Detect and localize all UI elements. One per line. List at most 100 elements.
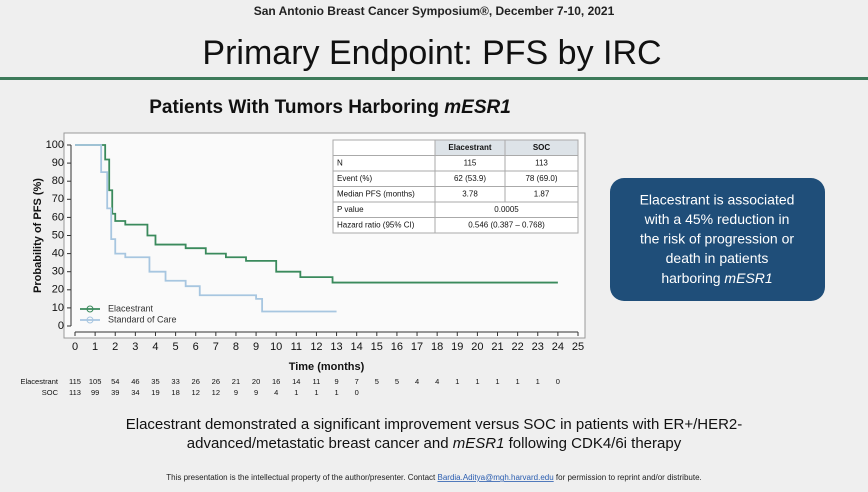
x-tick-label: 24 <box>552 341 564 353</box>
x-tick-label: 23 <box>532 341 544 353</box>
callout-gene: mESR1 <box>724 270 772 286</box>
at-risk-count: 1 <box>495 377 499 386</box>
km-curve <box>75 144 558 284</box>
at-risk-label: SOC <box>42 388 59 397</box>
at-risk-label: Elacestrant <box>20 377 58 386</box>
conclusion-line: advanced/metastatic breast cancer and mE… <box>187 435 682 452</box>
at-risk-count: 4 <box>274 388 278 397</box>
legend-label: Elacestrant <box>108 303 154 313</box>
x-tick-label: 3 <box>132 341 138 353</box>
at-risk-count: 12 <box>192 388 200 397</box>
x-tick-label: 17 <box>411 341 423 353</box>
y-tick-label: 60 <box>52 211 64 223</box>
at-risk-count: 26 <box>212 377 220 386</box>
slide-title: Primary Endpoint: PFS by IRC <box>202 34 661 72</box>
at-risk-count: 54 <box>111 377 119 386</box>
y-tick-label: 80 <box>52 175 64 187</box>
at-risk-count: 34 <box>131 388 139 397</box>
x-tick-label: 2 <box>112 341 118 353</box>
at-risk-count: 19 <box>151 388 159 397</box>
footer-text: for permission to reprint and/or distrib… <box>554 473 702 482</box>
footer-text: This presentation is the intellectual pr… <box>166 473 437 482</box>
y-tick-label: 10 <box>52 302 64 314</box>
x-axis-label: Time (months) <box>289 361 365 373</box>
callout-line: Elacestrant is associated <box>640 192 795 208</box>
at-risk-count: 7 <box>355 377 359 386</box>
inset-cell: 113 <box>535 158 548 167</box>
y-tick-label: 50 <box>52 229 64 241</box>
inset-cell: 115 <box>464 158 477 167</box>
x-tick-label: 25 <box>572 341 584 353</box>
at-risk-count: 115 <box>69 377 81 386</box>
at-risk-count: 99 <box>91 388 99 397</box>
conclusion-text: advanced/metastatic breast cancer and <box>187 435 453 452</box>
at-risk-count: 35 <box>151 377 159 386</box>
at-risk-count: 39 <box>111 388 119 397</box>
x-tick-label: 20 <box>471 341 483 353</box>
inset-cell: Median PFS (months) <box>337 189 415 198</box>
at-risk-count: 1 <box>475 377 479 386</box>
at-risk-count: 9 <box>234 388 238 397</box>
inset-cell: 62 (53.9) <box>454 174 486 183</box>
x-tick-label: 18 <box>431 341 443 353</box>
inset-cell: Hazard ratio (95% CI) <box>337 220 415 229</box>
inset-header: SOC <box>533 143 551 152</box>
title-rule <box>0 77 868 80</box>
x-tick-label: 22 <box>512 341 524 353</box>
at-risk-count: 20 <box>252 377 260 386</box>
at-risk-count: 18 <box>171 388 179 397</box>
callout-line: with a 45% reduction in <box>644 211 790 227</box>
inset-cell: 3.78 <box>462 189 478 198</box>
at-risk-count: 1 <box>455 377 459 386</box>
at-risk-count: 14 <box>292 377 300 386</box>
x-tick-label: 13 <box>330 341 342 353</box>
callout-text: harboring <box>661 270 724 286</box>
footer: This presentation is the intellectual pr… <box>166 473 702 482</box>
at-risk-count: 1 <box>516 377 520 386</box>
chart-title: Patients With Tumors Harboring mESR1 <box>149 97 511 118</box>
callout-line: the risk of progression or <box>640 231 794 247</box>
x-tick-label: 6 <box>193 341 199 353</box>
x-tick-label: 16 <box>391 341 403 353</box>
x-tick-label: 0 <box>72 341 78 353</box>
x-tick-label: 19 <box>451 341 463 353</box>
inset-cell: P value <box>337 205 364 214</box>
inset-header: Elacestrant <box>448 143 491 152</box>
y-tick-label: 20 <box>52 284 64 296</box>
legend-label: Standard of Care <box>108 314 177 324</box>
at-risk-count: 16 <box>272 377 280 386</box>
footer-link[interactable]: Bardia.Aditya@mgh.harvard.edu <box>438 473 554 482</box>
at-risk-count: 11 <box>313 377 321 386</box>
y-tick-label: 100 <box>46 139 64 151</box>
legend-marker <box>86 316 94 324</box>
y-tick-label: 70 <box>52 193 64 205</box>
at-risk-count: 1 <box>314 388 318 397</box>
inset-cell: 78 (69.0) <box>525 174 557 183</box>
x-tick-label: 4 <box>152 341 158 353</box>
y-tick-label: 0 <box>58 320 64 332</box>
at-risk-count: 1 <box>294 388 298 397</box>
x-tick-label: 11 <box>291 341 302 353</box>
at-risk-count: 12 <box>212 388 220 397</box>
inset-cell: N <box>337 158 343 167</box>
x-tick-label: 8 <box>233 341 239 353</box>
at-risk-count: 21 <box>232 377 240 386</box>
callout-box <box>610 178 825 301</box>
inset-cell: 0.546 (0.387 – 0.768) <box>468 220 545 229</box>
header: San Antonio Breast Cancer Symposium®, De… <box>254 4 615 18</box>
at-risk-count: 0 <box>556 377 560 386</box>
y-tick-label: 40 <box>52 248 64 260</box>
at-risk-count: 9 <box>254 388 258 397</box>
at-risk-count: 26 <box>192 377 200 386</box>
at-risk-count: 0 <box>355 388 359 397</box>
conclusion-gene: mESR1 <box>453 435 505 452</box>
legend-marker <box>86 305 94 313</box>
km-curve <box>75 144 337 313</box>
at-risk-count: 4 <box>415 377 419 386</box>
conclusion-line: Elacestrant demonstrated a significant i… <box>126 416 743 433</box>
y-tick-label: 30 <box>52 266 64 278</box>
chart-title-text: Patients With Tumors Harboring <box>149 97 444 118</box>
x-tick-label: 15 <box>371 341 383 353</box>
inset-cell: Event (%) <box>337 174 372 183</box>
